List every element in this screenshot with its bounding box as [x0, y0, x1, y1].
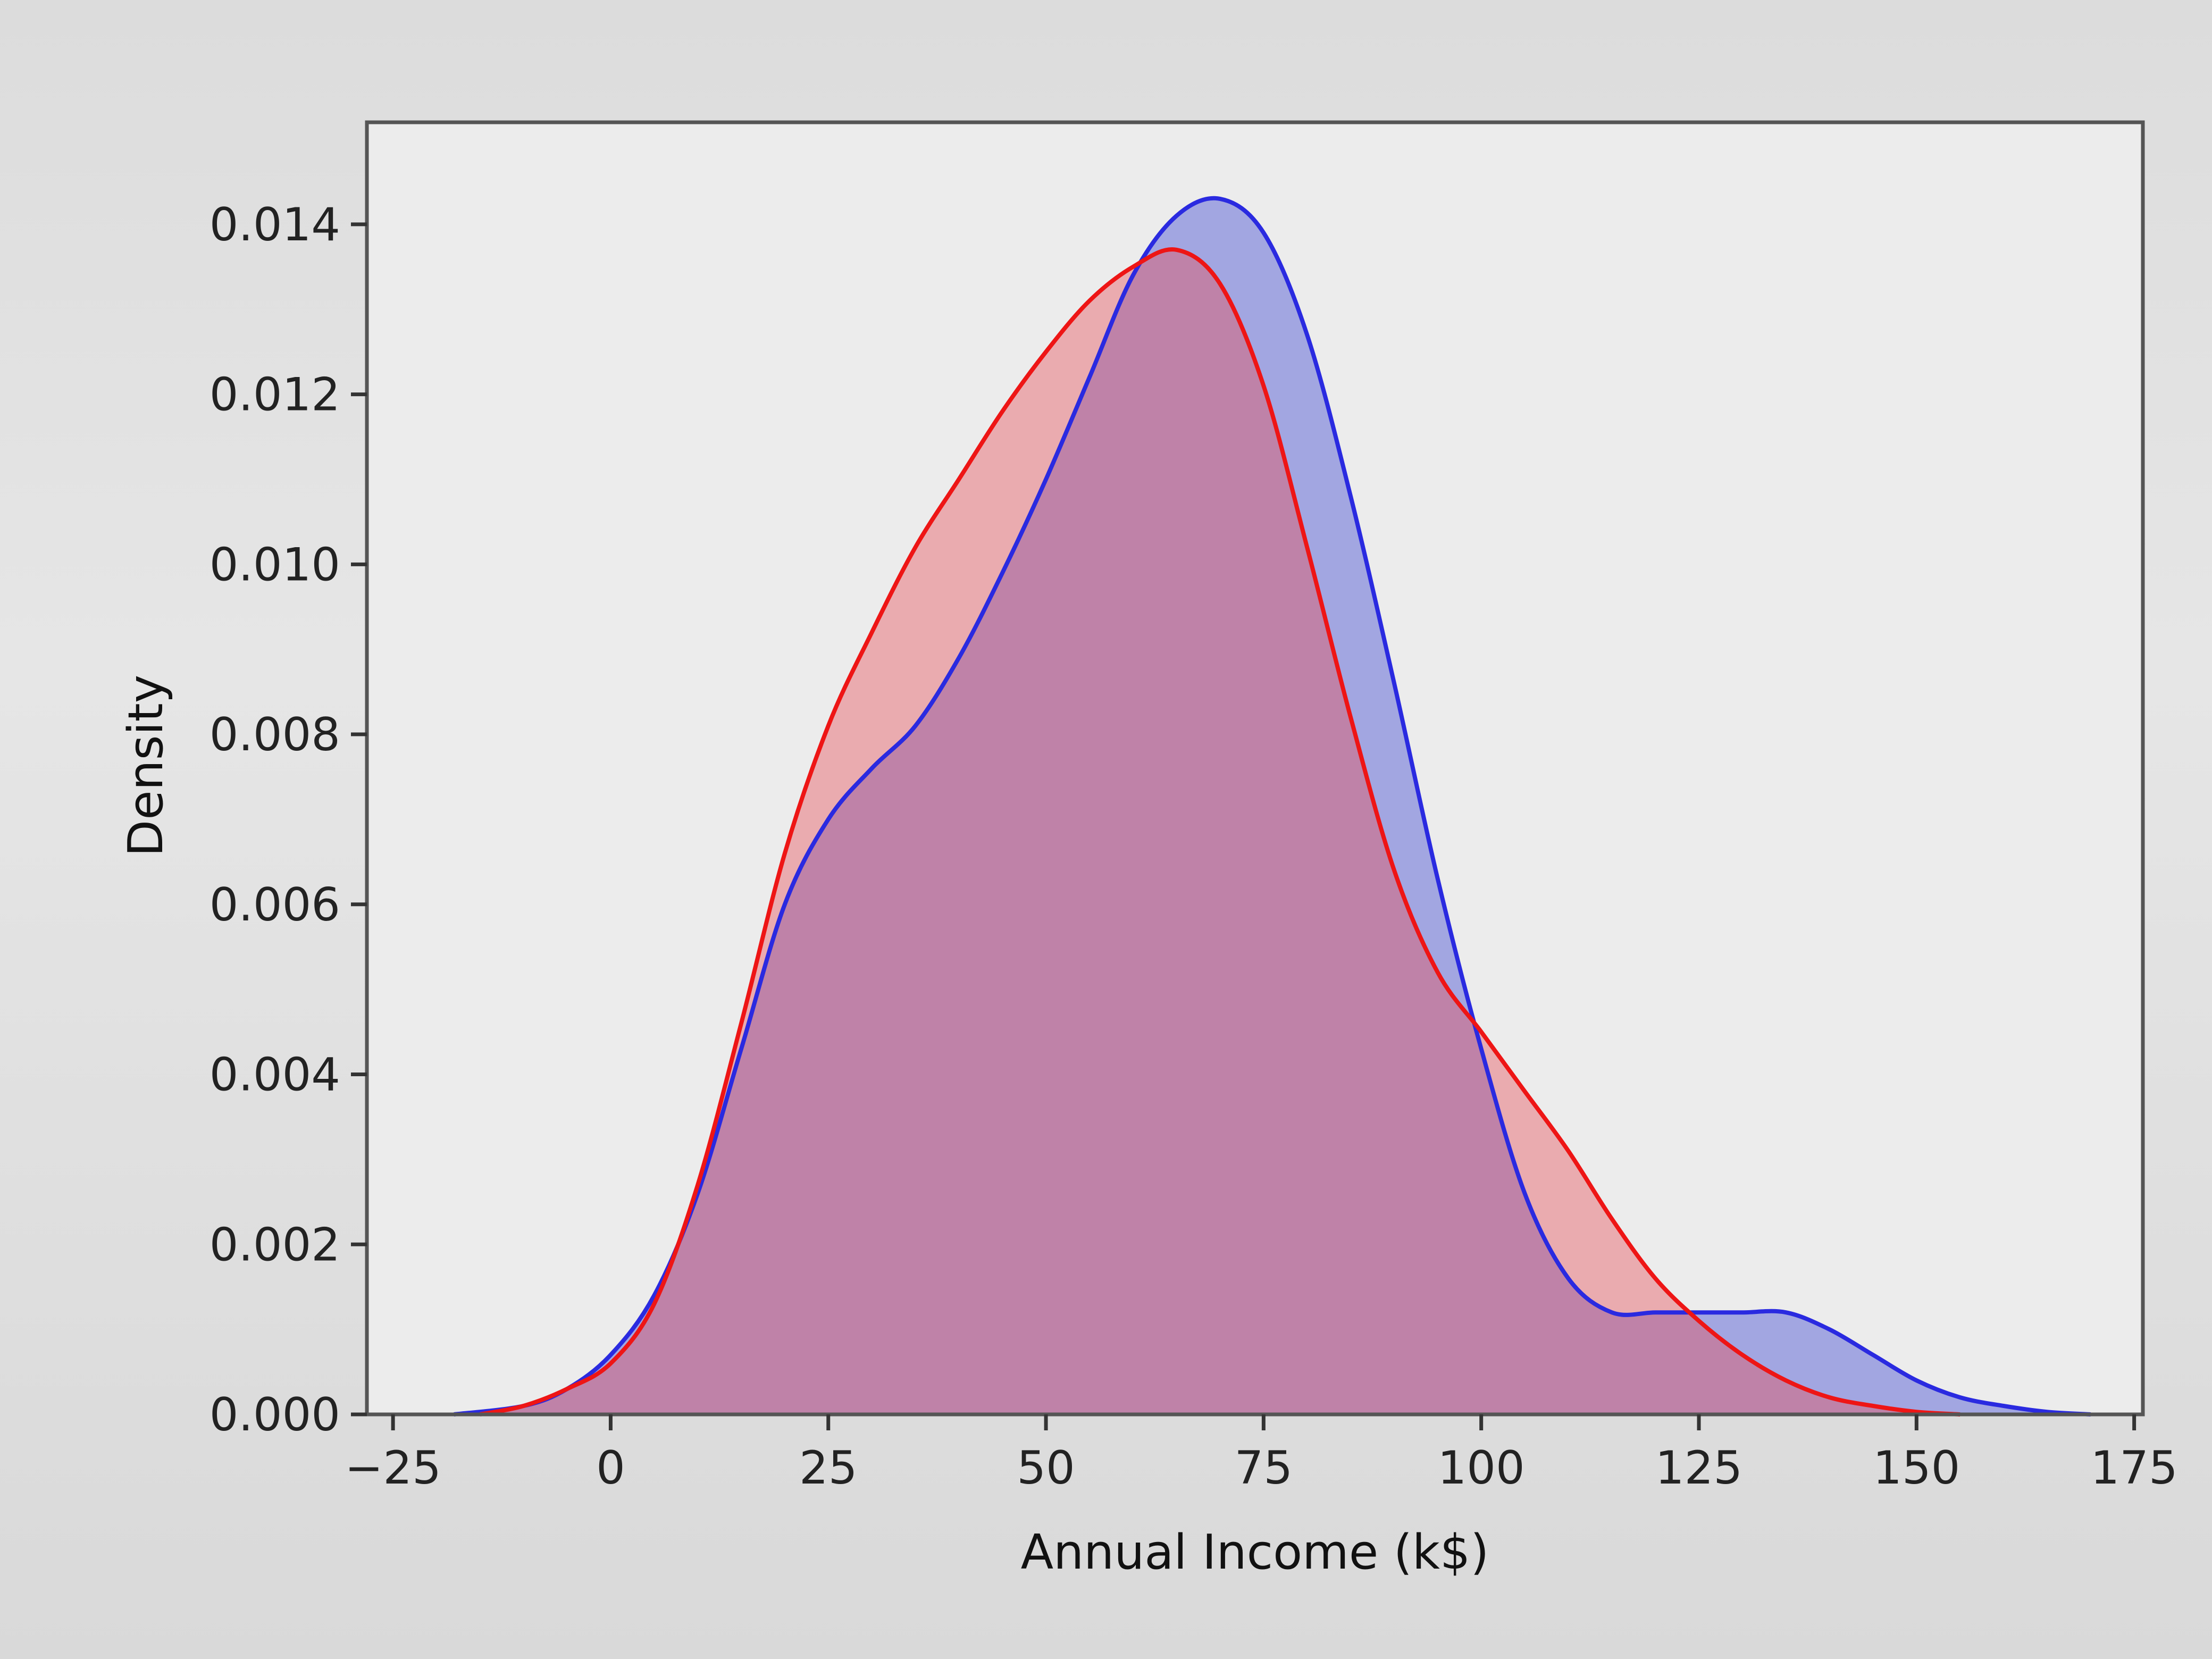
series-1-line — [454, 196, 2091, 1417]
x-tick-label: 175 — [2091, 1442, 2178, 1495]
y-tick-label: 0.014 — [210, 198, 340, 252]
y-tick-label: 0.008 — [210, 708, 340, 761]
x-tick-label: −25 — [345, 1442, 441, 1495]
x-tick-label: 0 — [596, 1442, 625, 1495]
y-tick-label: 0.006 — [210, 878, 340, 932]
series-layer — [454, 196, 2091, 1417]
y-axis: 0.000 0.002 0.004 0.006 0.008 0.010 0.012 0.014 — [210, 198, 367, 1442]
x-tick-label: 125 — [1655, 1442, 1742, 1495]
x-tick-label: 100 — [1438, 1442, 1525, 1495]
series-1-area — [454, 198, 2091, 1414]
x-axis: −25 0 25 50 75 100 125 150 175 — [345, 1414, 2178, 1495]
y-tick-label: 0.012 — [210, 368, 340, 422]
y-tick-label: 0.004 — [210, 1049, 340, 1102]
series-2-area — [480, 249, 1960, 1415]
plot-area — [367, 122, 2143, 1414]
x-tick-label: 50 — [1017, 1442, 1075, 1495]
y-tick-label: 0.000 — [210, 1388, 340, 1442]
series-2-line — [480, 247, 1960, 1417]
y-axis-title: Density — [118, 675, 174, 857]
x-tick-label: 75 — [1235, 1442, 1293, 1495]
x-tick-label: 150 — [1873, 1442, 1960, 1495]
y-tick-label: 0.010 — [210, 538, 340, 591]
plot-frame — [365, 120, 2145, 1417]
y-tick-label: 0.002 — [210, 1218, 340, 1271]
x-axis-title: Annual Income (k$) — [1021, 1524, 1489, 1580]
x-tick-label: 25 — [799, 1442, 857, 1495]
